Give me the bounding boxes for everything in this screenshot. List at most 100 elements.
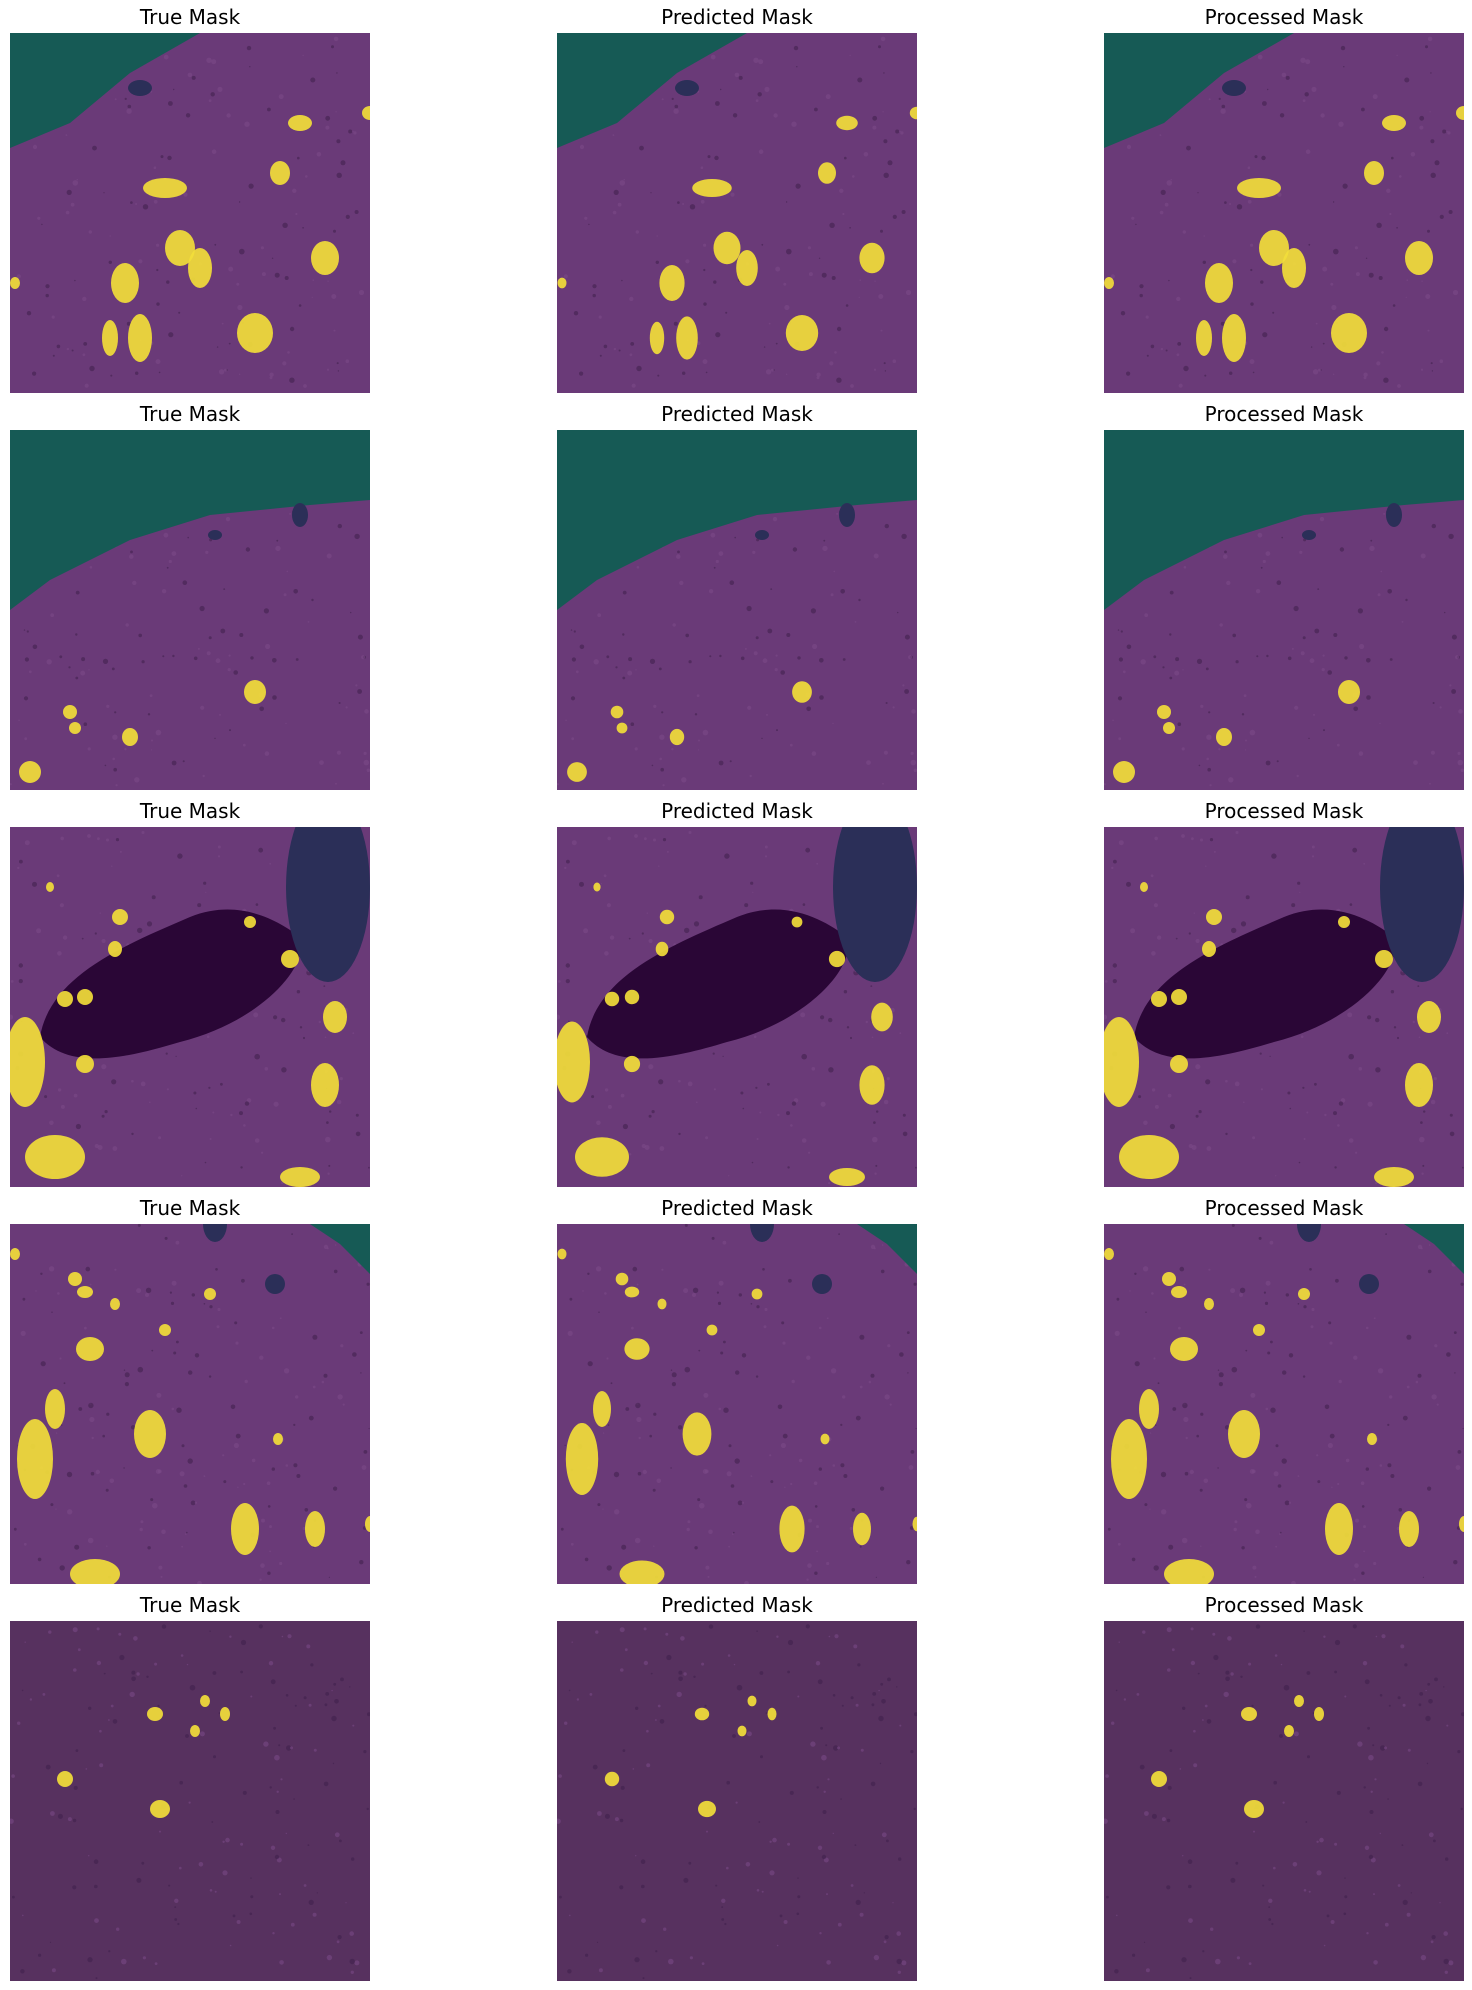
terrain-speckle [253,1012,259,1018]
terrain-speckle [1252,371,1255,374]
terrain-speckle [222,1870,228,1876]
terrain-speckle [557,980,561,983]
terrain-speckle [1122,670,1126,674]
terrain-speckle [1255,1624,1261,1629]
terrain-speckle [1218,1382,1223,1387]
terrain-speckle [1111,866,1114,870]
terrain-speckle [1248,1962,1252,1965]
terrain-speckle [604,951,609,956]
terrain-speckle [902,684,905,687]
terrain-speckle [1213,850,1216,853]
terrain-speckle [186,1663,189,1666]
terrain-speckle [1391,156,1394,160]
terrain-speckle [1139,284,1144,289]
terrain-speckle [1365,257,1368,259]
terrain-speckle [873,1954,880,1961]
terrain-speckle [1171,1648,1175,1652]
terrain-speckle [1279,113,1285,118]
terrain-speckle [728,1545,730,1548]
terrain-speckle [567,1330,573,1336]
terrain-speckle [604,1813,610,1819]
terrain-speckle [1159,210,1164,215]
terrain-speckle [366,1807,369,1811]
terrain-speckle [168,559,172,564]
terrain-speckle [1277,192,1282,197]
terrain-speckle [872,1136,878,1143]
terrain-speckle [342,1403,345,1406]
terrain-speckle [1317,588,1320,590]
terrain-speckle [295,658,299,661]
terrain-speckle [269,372,274,377]
terrain-speckle [855,1415,861,1421]
terrain-speckle [161,1624,167,1629]
terrain-speckle [1129,1290,1131,1292]
terrain-speckle [203,1475,206,1477]
terrain-speckle [185,113,191,118]
terrain-speckle [1150,874,1154,878]
terrain-speckle [834,1634,839,1639]
terrain-speckle [1154,1424,1157,1426]
terrain-speckle [1319,516,1325,522]
terrain-speckle [1384,1746,1387,1750]
terrain-speckle [1193,912,1195,914]
terrain-speckle [169,1291,172,1294]
terrain-speckle [610,1382,613,1385]
terrain-speckle [775,342,778,345]
terrain-speckle [721,1918,725,1921]
terrain-speckle [1330,1920,1335,1924]
terrain-speckle [1323,1944,1326,1947]
terrain-speckle [1200,1412,1204,1416]
terrain-speckle [1449,684,1452,687]
terrain-speckle [281,1067,287,1073]
terrain-speckle [312,1385,316,1389]
terrain-speckle [219,713,221,716]
terrain-speckle [1326,1914,1330,1918]
rock-mask [1205,263,1233,303]
terrain-speckle [224,368,227,372]
terrain-speckle [742,1107,745,1110]
terrain-speckle [283,1368,290,1374]
terrain-speckle [1114,1969,1119,1974]
terrain-speckle [1112,963,1117,968]
terrain-speckle [820,1101,826,1107]
terrain-speckle [866,760,871,765]
terrain-speckle [1245,895,1250,900]
terrain-speckle [635,230,639,234]
terrain-speckle [53,883,56,885]
terrain-speckle [1397,384,1401,388]
terrain-speckle [850,1696,854,1700]
terrain-speckle [832,1464,836,1467]
rock-mask [111,263,139,303]
terrain-speckle [81,657,86,662]
terrain-speckle [1397,1696,1401,1700]
terrain-speckle [76,179,79,181]
terrain-speckle [830,593,834,597]
terrain-speckle [1419,1136,1425,1143]
terrain-speckle [229,1944,232,1947]
terrain-speckle [681,777,687,783]
rock-mask [70,1559,120,1584]
terrain-speckle [103,192,105,194]
terrain-speckle [1182,1706,1186,1710]
terrain-speckle [1169,676,1173,680]
terrain-speckle [1307,1755,1310,1759]
terrain-speckle [1187,1859,1193,1864]
terrain-speckle [1348,1138,1354,1143]
terrain-speckle [154,1662,158,1666]
terrain-speckle [819,695,824,700]
terrain-speckle [1257,532,1263,538]
terrain-speckle [636,566,640,569]
terrain-speckle [1145,1968,1150,1973]
terrain-speckle [1420,1121,1423,1124]
terrain-speckle [1114,1330,1120,1336]
terrain-speckle [179,1866,182,1870]
terrain-speckle [653,1545,655,1547]
terrain-speckle [1302,636,1306,640]
terrain-speckle [619,180,626,186]
terrain-speckle [217,855,221,858]
terrain-speckle [873,1121,876,1124]
terrain-speckle [741,1353,747,1358]
terrain-speckle [162,655,165,658]
terrain-speckle [885,702,888,704]
terrain-speckle [87,1957,93,1963]
